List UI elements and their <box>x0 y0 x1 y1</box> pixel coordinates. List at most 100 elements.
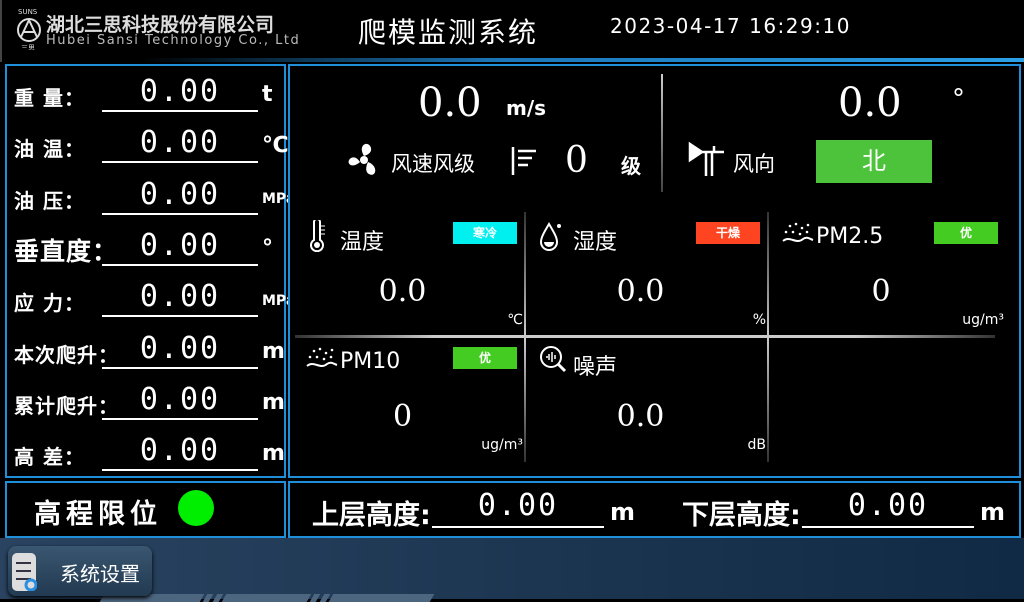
status-badge: 干燥 <box>696 222 760 244</box>
cell-unit: ℃ <box>507 312 523 328</box>
datetime: 2023-04-17 16:29:10 <box>610 14 851 38</box>
cell-value: 0 <box>392 399 413 434</box>
cell-unit: ug/m³ <box>962 312 1004 328</box>
sensor-unit: MPa <box>262 190 296 207</box>
cell-value: 0.0 <box>616 274 665 309</box>
droplet-icon <box>539 222 561 251</box>
sensor-label: 垂直度： <box>14 236 119 266</box>
sensor-row: 油 温： 0.00 ℃ <box>14 125 289 165</box>
sensor-unit: ° <box>262 235 273 261</box>
svg-text:SUNS: SUNS <box>18 8 38 16</box>
grid-divider <box>295 335 995 338</box>
dust-icon <box>306 347 338 367</box>
divider <box>661 74 663 192</box>
wind-level-icon <box>511 147 536 175</box>
limit-panel <box>5 481 286 538</box>
company-name-en: Hubei Sansi Technology Co., Ltd <box>46 33 301 48</box>
sensor-value: 0.00 <box>102 331 258 369</box>
upper-height-value: 0.00 <box>432 488 604 528</box>
cell-title: PM2.5 <box>816 224 884 249</box>
sensor-label: 应 力： <box>14 291 85 316</box>
sensor-label: 累计爬升： <box>14 393 119 418</box>
sensor-row: 累计爬升： 0.00 m <box>14 382 285 422</box>
wind-speed-label: 风速风级 <box>391 152 475 176</box>
limit-label: 高程限位 <box>34 499 162 530</box>
wind-vane-icon <box>688 141 724 176</box>
cell-title: PM10 <box>340 349 401 374</box>
header-divider <box>140 58 1024 62</box>
wind-direction-badge: 北 <box>816 140 932 183</box>
sensor-label: 油 压： <box>14 188 85 213</box>
sensor-row: 本次爬升： 0.00 m <box>14 331 285 371</box>
company-logo: SUNS 三思 <box>17 8 41 50</box>
sensor-value: 0.00 <box>102 433 258 472</box>
sensor-value: 0.00 <box>102 382 258 420</box>
cell-title: 噪声 <box>573 355 618 380</box>
environment-panel <box>288 64 1021 478</box>
wind-level-value: 0 <box>565 140 588 181</box>
lower-height-label: 下层高度: <box>682 500 801 531</box>
status-badge: 优 <box>934 222 998 244</box>
sensor-value: 0.00 <box>102 279 258 318</box>
wind-speed-value: 0.0 <box>418 80 482 126</box>
cell-unit: ug/m³ <box>481 437 523 453</box>
sensor-row: 油 压： 0.00 MPa <box>14 177 295 217</box>
status-badge: 优 <box>453 347 517 369</box>
cell-title: 湿度 <box>573 230 618 255</box>
decor-stripe <box>221 594 312 602</box>
upper-height-unit: m <box>610 498 636 526</box>
sensor-row: 重 量： 0.00 t <box>14 74 284 114</box>
grid-divider <box>767 212 769 462</box>
company-name-cn: 湖北三思科技股份有限公司 <box>46 14 275 36</box>
cell-value: 0.0 <box>378 274 427 309</box>
page-title: 爬模监测系统 <box>358 16 539 49</box>
settings-icon <box>12 553 37 591</box>
wind-speed-unit: m/s <box>506 96 547 120</box>
sensor-row: 垂直度： 0.00 ° <box>14 228 284 268</box>
limit-status-indicator <box>178 490 214 526</box>
wind-direction-label: 风向 <box>733 152 775 176</box>
sensor-unit: m <box>262 338 285 364</box>
cell-title: 温度 <box>340 230 385 255</box>
sensor-value: 0.00 <box>102 228 258 266</box>
cell-unit: dB <box>747 437 767 453</box>
thermometer-icon <box>310 220 325 252</box>
sensor-value: 0.00 <box>102 177 258 215</box>
system-settings-label: 系统设置 <box>60 562 140 586</box>
sensor-label: 油 温： <box>14 137 85 162</box>
decor-stripe <box>202 594 214 602</box>
sensor-unit: t <box>262 82 273 107</box>
header: SUNS 三思 湖北三思科技股份有限公司 Hubei Sansi Technol… <box>0 0 1024 62</box>
grid-divider <box>524 212 526 462</box>
fan-icon <box>348 143 376 175</box>
sensor-unit: ℃ <box>262 133 289 159</box>
sensor-unit: m <box>262 389 285 415</box>
sensor-value: 0.00 <box>102 74 258 112</box>
lower-height-unit: m <box>980 498 1006 526</box>
height-panel <box>288 481 1021 538</box>
sensor-label: 重 量： <box>14 86 85 110</box>
noise-icon <box>540 346 567 373</box>
degree-unit: ° <box>952 84 965 114</box>
wind-level-unit: 级 <box>621 154 641 178</box>
svg-text:三思: 三思 <box>21 44 35 50</box>
status-badge: 寒冷 <box>453 222 517 244</box>
sensor-panel <box>5 64 286 478</box>
sensor-row: 应 力： 0.00 MPa <box>14 279 295 319</box>
decor-stripe <box>309 594 321 602</box>
sensor-label: 本次爬升： <box>14 342 119 367</box>
upper-height-label: 上层高度: <box>312 500 431 531</box>
decor-stripe <box>328 594 435 602</box>
wind-direction-degrees: 0.0 <box>838 80 902 126</box>
sensor-row: 高 差： 0.00 m <box>14 433 285 473</box>
footer-bar: 系统设置 <box>0 538 1024 602</box>
cell-value: 0 <box>871 274 891 309</box>
system-settings-button[interactable]: 系统设置 <box>8 546 152 596</box>
sensor-value: 0.00 <box>102 125 258 164</box>
sensor-label: 高 差： <box>14 445 85 470</box>
cell-value: 0.0 <box>616 399 665 434</box>
sensor-unit: MPa <box>262 293 296 310</box>
dust-icon <box>782 222 814 242</box>
lower-height-value: 0.00 <box>802 488 974 528</box>
cell-unit: % <box>752 312 766 328</box>
